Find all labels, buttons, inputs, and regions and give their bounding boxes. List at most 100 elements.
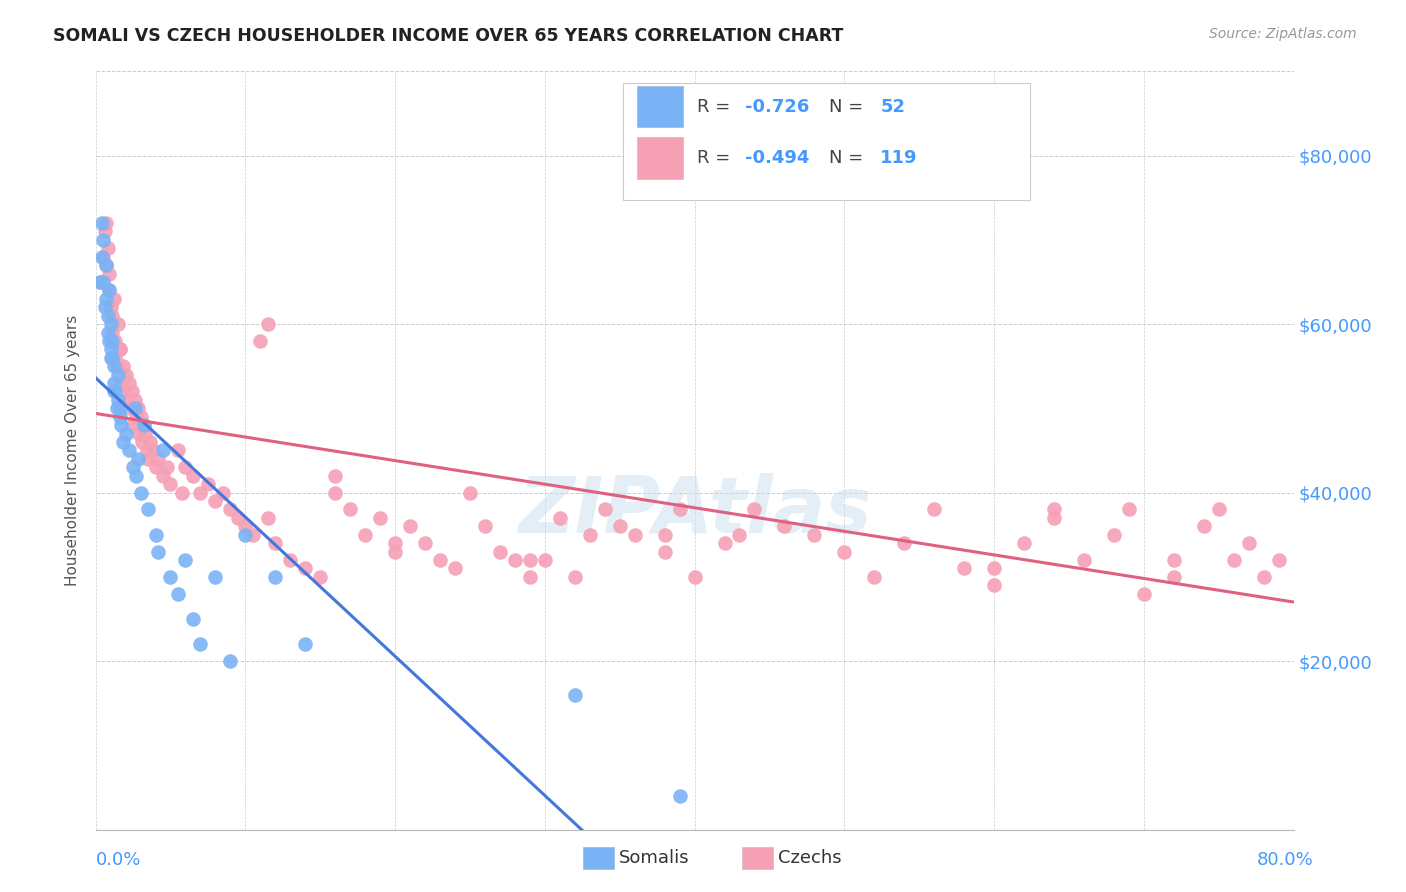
Point <box>107 368 129 382</box>
Point <box>111 359 134 374</box>
Point <box>101 326 124 340</box>
Point <box>773 519 796 533</box>
Point <box>534 553 557 567</box>
Point <box>103 359 125 374</box>
Point <box>256 317 278 331</box>
Text: -0.726: -0.726 <box>745 97 810 116</box>
Point <box>112 384 135 399</box>
FancyBboxPatch shape <box>623 83 1031 201</box>
Point <box>89 275 111 289</box>
Point <box>141 443 163 458</box>
Point <box>127 451 149 466</box>
Point <box>129 409 152 424</box>
Point <box>108 343 131 357</box>
Point <box>104 384 127 399</box>
Point <box>1118 502 1140 516</box>
Point <box>152 468 174 483</box>
Point <box>249 334 271 348</box>
Text: 52: 52 <box>880 97 905 116</box>
Text: -0.494: -0.494 <box>745 149 810 167</box>
Point <box>444 561 467 575</box>
Point <box>197 477 219 491</box>
Point <box>190 637 212 651</box>
Point <box>94 216 117 230</box>
Point <box>654 544 676 558</box>
Point <box>384 536 406 550</box>
Point <box>89 275 111 289</box>
Point <box>1043 502 1066 516</box>
Point <box>212 485 235 500</box>
Bar <box>742 847 773 869</box>
Point <box>1163 570 1185 584</box>
Point <box>115 392 138 407</box>
Point <box>159 570 181 584</box>
Point <box>893 536 915 550</box>
Point <box>104 351 127 365</box>
Point <box>1267 553 1289 567</box>
Point <box>204 494 226 508</box>
Point <box>135 443 157 458</box>
Point <box>953 157 976 171</box>
Point <box>127 401 149 416</box>
FancyBboxPatch shape <box>637 86 682 128</box>
Point <box>107 392 129 407</box>
Point <box>834 544 856 558</box>
Point <box>863 570 886 584</box>
Point <box>384 544 406 558</box>
Point <box>294 637 316 651</box>
Text: 80.0%: 80.0% <box>1257 851 1313 869</box>
Point <box>103 292 125 306</box>
Point <box>278 553 301 567</box>
Point <box>323 468 346 483</box>
Point <box>91 275 114 289</box>
Point <box>172 485 194 500</box>
Text: Czechs: Czechs <box>778 849 841 867</box>
Point <box>256 511 278 525</box>
Point <box>922 502 945 516</box>
Point <box>181 612 204 626</box>
Point <box>93 300 115 314</box>
Point <box>1102 527 1125 541</box>
Point <box>136 451 159 466</box>
Point <box>134 426 156 441</box>
Point <box>654 527 676 541</box>
Point <box>474 519 496 533</box>
Point <box>105 359 128 374</box>
Point <box>683 570 706 584</box>
Point <box>118 401 141 416</box>
Point <box>117 443 139 458</box>
Text: 119: 119 <box>880 149 918 167</box>
Point <box>1208 502 1230 516</box>
Point <box>103 384 125 399</box>
Point <box>264 570 287 584</box>
Point <box>117 376 139 390</box>
Point <box>145 527 167 541</box>
Point <box>204 570 226 584</box>
Point <box>114 368 136 382</box>
Point <box>1237 536 1260 550</box>
Point <box>156 460 179 475</box>
Point <box>105 401 128 416</box>
Point <box>125 468 148 483</box>
Point <box>91 250 114 264</box>
Point <box>145 460 167 475</box>
Point <box>1133 587 1156 601</box>
Point <box>121 384 143 399</box>
Point <box>94 258 117 272</box>
Point <box>101 334 124 348</box>
Point <box>100 351 122 365</box>
Point <box>728 527 751 541</box>
Point <box>235 527 257 541</box>
Point <box>339 502 361 516</box>
Point <box>1192 519 1215 533</box>
Point <box>368 511 391 525</box>
Point <box>803 527 825 541</box>
Point <box>429 553 451 567</box>
Point <box>131 435 153 450</box>
Point <box>593 502 616 516</box>
Point <box>108 401 131 416</box>
Point <box>294 561 316 575</box>
Point <box>1253 570 1275 584</box>
Point <box>93 224 115 238</box>
Point <box>132 418 155 433</box>
